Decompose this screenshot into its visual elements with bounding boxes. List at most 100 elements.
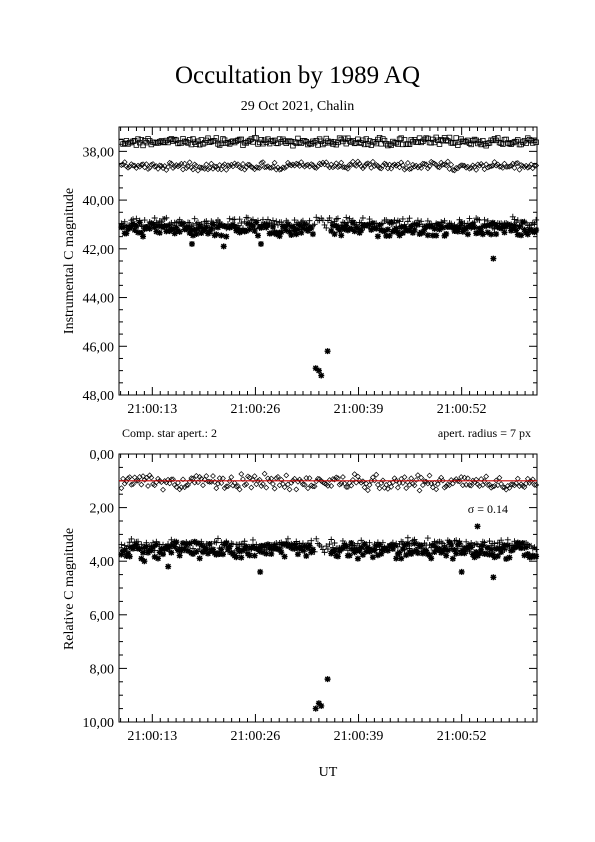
asterisk-point <box>431 225 438 232</box>
diamond-point <box>201 476 208 483</box>
diamond-point <box>140 473 146 480</box>
diamond-point <box>526 480 533 486</box>
diamond-point <box>253 164 260 171</box>
diamond-point <box>166 480 173 487</box>
plus-point <box>399 215 406 222</box>
plus-point <box>313 535 320 542</box>
diamond-point <box>303 475 310 481</box>
plus-point <box>354 540 361 547</box>
asterisk-point <box>216 551 223 558</box>
asterisk-point <box>499 545 506 552</box>
diamond-point <box>533 482 540 488</box>
plus-point <box>326 215 333 222</box>
asterisk-point <box>133 222 140 229</box>
asterisk-point <box>476 550 483 557</box>
diamond-point <box>148 161 155 168</box>
diamond-point <box>251 473 258 480</box>
diamond-point <box>434 481 441 488</box>
plus-point <box>396 218 403 225</box>
diamond-point <box>376 485 383 492</box>
plus-point <box>533 546 540 553</box>
diamond-point <box>441 161 448 168</box>
plus-point <box>121 218 128 225</box>
plus-point <box>424 535 431 542</box>
asterisk-point <box>444 547 451 554</box>
square-point <box>310 138 316 144</box>
asterisk-point <box>191 538 198 545</box>
asterisk-outlier-point <box>220 243 227 250</box>
asterisk-point <box>198 541 205 548</box>
square-point <box>520 139 526 145</box>
diamond-point <box>208 160 215 167</box>
diamond-point <box>310 483 316 490</box>
diamond-point <box>321 161 328 168</box>
square-point <box>358 140 364 146</box>
asterisk-point <box>266 545 273 552</box>
square-point <box>475 140 481 147</box>
diamond-point <box>160 165 166 172</box>
diamond-point <box>493 162 500 169</box>
square-point <box>175 140 181 147</box>
square-point <box>496 139 503 146</box>
diamond-point <box>340 474 346 480</box>
diamond-point <box>345 165 351 172</box>
square-point <box>470 137 476 144</box>
asterisk-point <box>274 229 281 236</box>
asterisk-point <box>421 226 428 233</box>
diamond-point <box>379 477 386 484</box>
diamond-point <box>398 159 405 166</box>
diamond-point <box>414 164 421 171</box>
diamond-point <box>228 474 235 481</box>
asterisk-point <box>488 546 495 553</box>
diamond-point <box>373 471 380 478</box>
diamond-point <box>253 481 260 488</box>
asterisk-point <box>433 232 440 239</box>
square-point <box>235 137 241 144</box>
square-point <box>185 140 191 146</box>
asterisk-outlier-point <box>165 563 172 570</box>
asterisk-point <box>393 555 400 562</box>
diamond-point <box>120 161 126 168</box>
asterisk-point <box>483 550 490 557</box>
asterisk-point <box>443 230 450 237</box>
diamond-point <box>276 166 283 173</box>
asterisk-point <box>461 550 468 557</box>
diamond-point <box>454 165 461 172</box>
diamond-point <box>365 487 371 494</box>
top-x-axis: 21:00:13 21:00:26 21:00:39 21:00:52 <box>120 127 534 417</box>
asterisk-point <box>278 549 285 556</box>
asterisk-point <box>414 221 421 228</box>
asterisk-point <box>256 548 263 555</box>
square-point <box>220 136 226 142</box>
asterisk-point <box>293 231 300 238</box>
diamond-point <box>513 160 520 167</box>
square-point <box>421 136 428 143</box>
asterisk-point <box>471 224 478 231</box>
square-point <box>376 134 383 141</box>
asterisk-point <box>354 555 361 562</box>
asterisk-point <box>268 550 275 557</box>
asterisk-point <box>479 542 486 549</box>
y-tick-label: 6,00 <box>90 609 115 624</box>
asterisk-point <box>121 546 128 553</box>
asterisk-outlier-point <box>490 574 497 581</box>
asterisk-point <box>349 219 356 226</box>
plus-point <box>118 541 125 548</box>
asterisk-point <box>206 540 213 547</box>
diamond-point <box>336 163 343 170</box>
square-point <box>208 138 215 145</box>
diamond-point <box>143 474 150 481</box>
chart-title: Occultation by 1989 AQ <box>174 62 421 89</box>
asterisk-point <box>301 543 308 550</box>
asterisk-point <box>506 554 513 561</box>
asterisk-point <box>486 551 493 558</box>
square-point <box>205 135 211 141</box>
plus-point <box>358 537 365 544</box>
diamond-point <box>443 162 450 169</box>
occultation-event-point <box>315 367 322 374</box>
asterisk-point <box>166 543 173 550</box>
diamond-point <box>531 162 538 169</box>
diamond-point <box>433 486 440 493</box>
asterisk-point <box>388 218 395 225</box>
asterisk-point <box>234 545 241 552</box>
